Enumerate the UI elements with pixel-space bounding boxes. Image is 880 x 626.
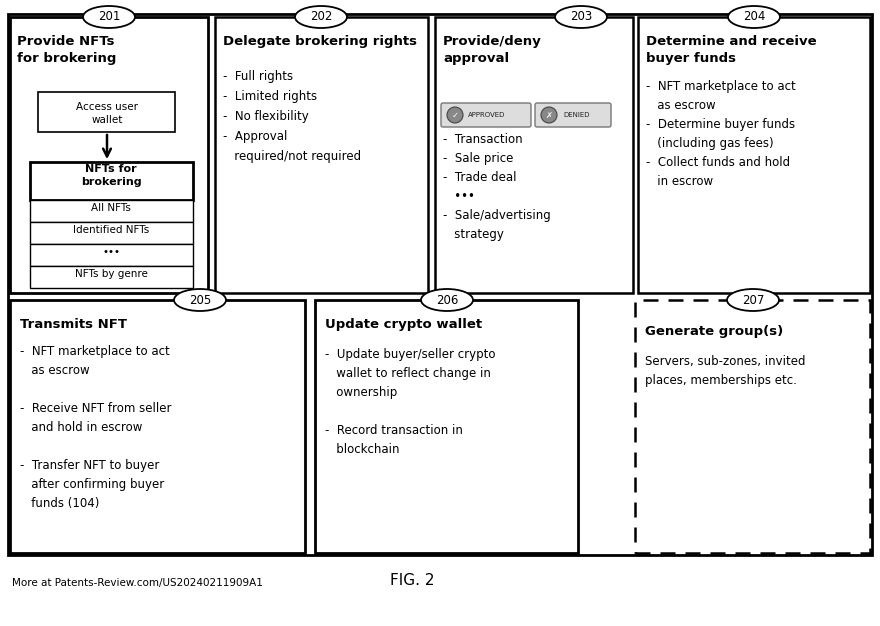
Text: 205: 205 <box>189 294 211 307</box>
Text: -  NFT marketplace to act
   as escrow

-  Receive NFT from seller
   and hold i: - NFT marketplace to act as escrow - Rec… <box>20 345 172 510</box>
FancyBboxPatch shape <box>635 300 870 553</box>
Text: Access user
wallet: Access user wallet <box>76 102 138 125</box>
Ellipse shape <box>421 289 473 311</box>
Text: 201: 201 <box>98 11 121 24</box>
Text: All NFTs: All NFTs <box>91 203 131 213</box>
Text: -  Update buyer/seller crypto
   wallet to reflect change in
   ownership

-  Re: - Update buyer/seller crypto wallet to r… <box>325 348 495 456</box>
FancyBboxPatch shape <box>535 103 611 127</box>
Text: DENIED: DENIED <box>564 112 590 118</box>
Text: Determine and receive
buyer funds: Determine and receive buyer funds <box>646 35 817 65</box>
FancyBboxPatch shape <box>10 300 305 553</box>
Circle shape <box>447 107 463 123</box>
FancyBboxPatch shape <box>30 162 193 200</box>
FancyBboxPatch shape <box>38 92 175 132</box>
Ellipse shape <box>727 289 779 311</box>
Text: Update crypto wallet: Update crypto wallet <box>325 318 482 331</box>
FancyBboxPatch shape <box>30 200 193 222</box>
Circle shape <box>541 107 557 123</box>
Text: 202: 202 <box>310 11 332 24</box>
Text: More at Patents-Review.com/US20240211909A1: More at Patents-Review.com/US20240211909… <box>12 578 263 588</box>
Ellipse shape <box>83 6 135 28</box>
Text: 207: 207 <box>742 294 764 307</box>
Text: ✓: ✓ <box>451 111 458 120</box>
Text: Transmits NFT: Transmits NFT <box>20 318 127 331</box>
FancyBboxPatch shape <box>8 14 872 555</box>
Text: 203: 203 <box>570 11 592 24</box>
Text: Generate group(s): Generate group(s) <box>645 325 783 338</box>
Text: 204: 204 <box>743 11 766 24</box>
Text: Identified NFTs: Identified NFTs <box>73 225 149 235</box>
Text: NFTs for
brokering: NFTs for brokering <box>81 164 142 187</box>
Text: Servers, sub-zones, invited
places, memberships etc.: Servers, sub-zones, invited places, memb… <box>645 355 805 387</box>
Ellipse shape <box>174 289 226 311</box>
Ellipse shape <box>295 6 347 28</box>
FancyBboxPatch shape <box>30 266 193 288</box>
FancyBboxPatch shape <box>30 244 193 266</box>
Text: ✗: ✗ <box>546 111 553 120</box>
Text: FIG. 2: FIG. 2 <box>390 573 435 588</box>
FancyBboxPatch shape <box>435 17 633 293</box>
FancyBboxPatch shape <box>441 103 531 127</box>
Ellipse shape <box>728 6 780 28</box>
Text: Provide NFTs
for brokering: Provide NFTs for brokering <box>17 35 116 65</box>
FancyBboxPatch shape <box>638 17 870 293</box>
Text: •••: ••• <box>102 247 120 257</box>
Text: -  NFT marketplace to act
   as escrow
-  Determine buyer funds
   (including ga: - NFT marketplace to act as escrow - Det… <box>646 80 796 188</box>
Text: NFTs by genre: NFTs by genre <box>75 269 148 279</box>
Text: -  Transaction
-  Sale price
-  Trade deal
   •••
-  Sale/advertising
   strateg: - Transaction - Sale price - Trade deal … <box>443 133 551 241</box>
FancyBboxPatch shape <box>215 17 428 293</box>
FancyBboxPatch shape <box>315 300 578 553</box>
Ellipse shape <box>555 6 607 28</box>
Text: 206: 206 <box>436 294 458 307</box>
FancyBboxPatch shape <box>10 17 208 293</box>
Text: APPROVED: APPROVED <box>468 112 506 118</box>
Text: Delegate brokering rights: Delegate brokering rights <box>223 35 417 48</box>
Text: Provide/deny
approval: Provide/deny approval <box>443 35 542 65</box>
FancyBboxPatch shape <box>30 222 193 244</box>
Text: -  Full rights
-  Limited rights
-  No flexibility
-  Approval
   required/not r: - Full rights - Limited rights - No flex… <box>223 70 361 163</box>
